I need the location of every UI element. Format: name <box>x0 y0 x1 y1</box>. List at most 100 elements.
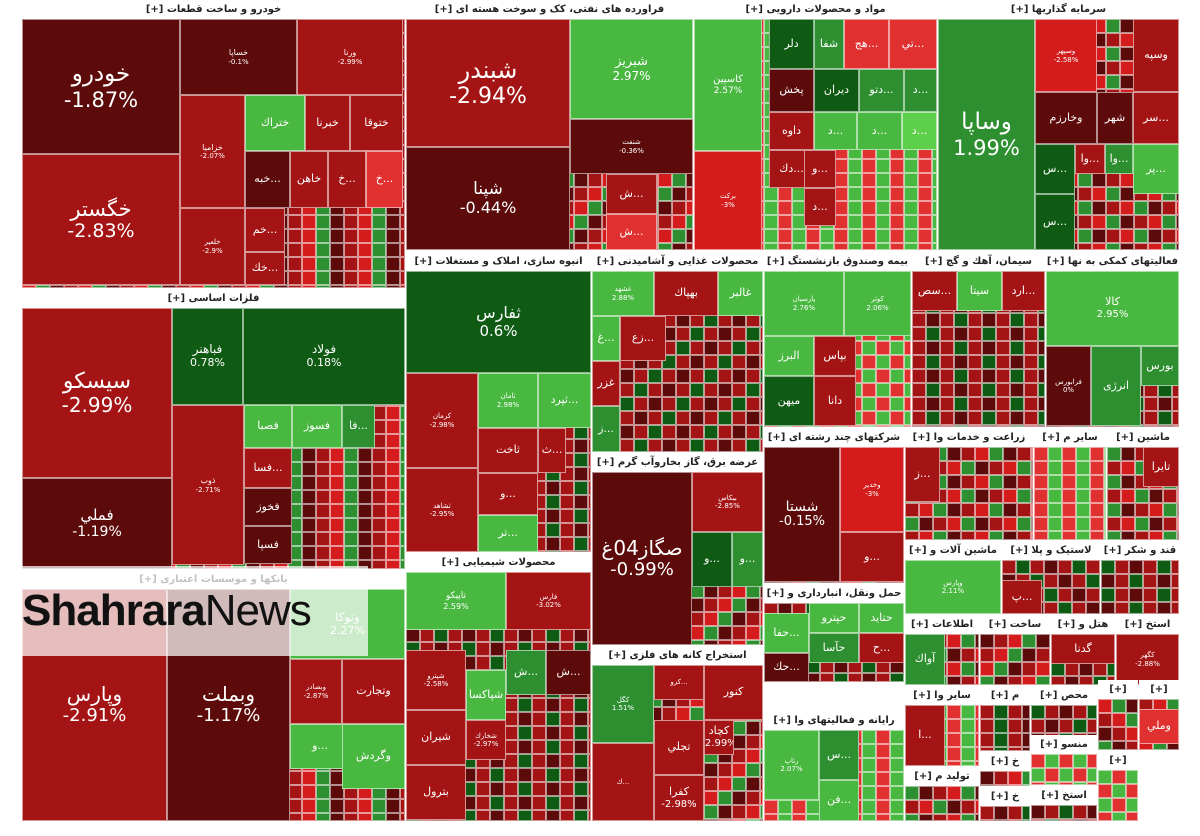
sector-header[interactable]: تولید م [+] <box>905 767 979 787</box>
stock-tile[interactable]: بپاس <box>814 336 856 376</box>
sector-36[interactable]: خ [+] <box>980 787 1030 821</box>
stock-tile[interactable]: شبندر -2.94% <box>406 19 570 147</box>
stock-tile[interactable]: ورنا -2.99% <box>297 19 403 95</box>
stock-tile[interactable]: ...ش <box>546 650 591 695</box>
stock-tile[interactable]: ...د <box>857 112 902 150</box>
stock-tile[interactable]: وسپه <box>1133 19 1179 92</box>
sector-header[interactable]: عرضه برق، گاز بخاروآب گرم [+] <box>592 453 763 473</box>
stock-tile[interactable]: غالبر <box>718 271 763 316</box>
stock-tile[interactable]: کوثر 2.06% <box>844 271 911 336</box>
sector-header[interactable]: م [+] <box>980 686 1030 706</box>
sector-35[interactable]: استخ [+] <box>1031 786 1097 821</box>
sector-header[interactable]: محصولات شیمیایی [+] <box>406 553 591 573</box>
sector-31[interactable]: [+] وملي <box>1139 680 1179 750</box>
stock-tile[interactable]: ختوقا <box>350 95 403 151</box>
sector-37[interactable]: [+] <box>1098 751 1138 821</box>
sector-header[interactable]: منسو [+] <box>1031 735 1097 755</box>
sector-header[interactable]: اطلاعات [+] <box>905 615 979 635</box>
stock-tile[interactable]: بورس <box>1141 346 1179 386</box>
sector-header[interactable]: قند و شکر [+] <box>1101 541 1179 561</box>
stock-tile[interactable]: ...فسا <box>244 448 292 488</box>
stock-tile[interactable]: شیران <box>406 710 466 765</box>
stock-tile[interactable]: ...د <box>902 112 937 150</box>
stock-tile[interactable]: ...پ <box>1002 580 1042 614</box>
sector-33[interactable]: تولید م [+] <box>905 767 979 821</box>
stock-tile[interactable]: ...کرو <box>654 665 704 700</box>
sector-header[interactable]: مواد و محصولات دارویی [+] <box>694 0 937 20</box>
stock-tile[interactable]: شبریز 2.97% <box>570 19 693 119</box>
stock-tile[interactable]: شپاکسا <box>466 670 506 720</box>
stock-tile[interactable]: خودرو -1.87% <box>22 19 180 154</box>
sector-header[interactable]: محصولات غذایی و آشامیدنی [+] <box>592 252 763 272</box>
stock-tile[interactable]: ...دتو <box>859 69 904 112</box>
stock-tile[interactable]: شستا -0.15% <box>764 447 840 582</box>
sector-11[interactable]: زراعت و خدمات وا [+] ...ز <box>905 428 1033 540</box>
sector-header[interactable]: فعالیتهای کمکی به نها [+] <box>1046 252 1179 272</box>
stock-tile[interactable]: کگل 1.51% <box>592 665 654 743</box>
sector-header[interactable]: هتل و [+] <box>1051 615 1115 635</box>
sector-header[interactable]: [+] <box>1139 680 1179 700</box>
sector-header[interactable]: بیمه وصندوق بازنشستگ [+] <box>764 252 911 272</box>
stock-tile[interactable]: دلر <box>769 19 814 69</box>
stock-tile[interactable]: گدنا <box>1051 634 1115 664</box>
stock-tile[interactable]: فصبا <box>244 405 292 448</box>
stock-tile[interactable]: ...و <box>290 724 350 769</box>
stock-tile[interactable]: ...ا <box>905 705 945 766</box>
stock-tile[interactable]: حآسا <box>809 633 859 663</box>
sector-header[interactable]: استخ [+] <box>1116 615 1179 635</box>
sector-header[interactable]: ماشین [+] <box>1107 428 1179 448</box>
sector-header[interactable]: زراعت و خدمات وا [+] <box>905 428 1033 448</box>
stock-tile[interactable]: ...سر <box>1133 92 1179 144</box>
sector-header[interactable]: خ [+] <box>980 752 1030 772</box>
stock-tile[interactable]: البرز <box>764 336 814 376</box>
sector-28[interactable]: م [+] <box>980 686 1030 751</box>
stock-tile[interactable]: ...س <box>1035 194 1075 250</box>
sector-header[interactable]: سایر وا [+] <box>905 686 979 706</box>
stock-tile[interactable]: ...ز <box>905 447 940 502</box>
sector-header[interactable]: سرمایه گذاریها [+] <box>938 0 1179 20</box>
sector-header[interactable]: شرکتهای چند رشته ای [+] <box>764 428 904 448</box>
stock-tile[interactable]: ...ز <box>592 406 620 452</box>
sector-header[interactable]: فراورده های نفتی، کک و سوخت هسته ای [+] <box>406 0 693 20</box>
sector-header[interactable]: ماشین آلات و [+] <box>905 541 1001 561</box>
stock-tile[interactable]: فسپا <box>244 526 292 564</box>
stock-tile[interactable]: سیتا <box>957 271 1002 311</box>
stock-tile[interactable]: کفرا -2.98% <box>654 775 704 821</box>
stock-tile[interactable]: ...ك <box>592 743 654 821</box>
stock-tile[interactable]: داوه <box>769 112 814 150</box>
sector-header[interactable]: سایر م [+] <box>1034 428 1106 448</box>
stock-tile[interactable]: ...د <box>804 188 836 226</box>
stock-tile[interactable]: کاسپین 2.57% <box>694 19 762 151</box>
stock-tile[interactable]: کالا 2.95% <box>1046 271 1179 346</box>
stock-tile[interactable]: وپارس 2.11% <box>905 560 1001 614</box>
stock-tile[interactable]: کنور <box>704 665 763 720</box>
stock-tile[interactable]: ...و <box>692 532 732 587</box>
stock-tile[interactable]: فسوز <box>292 405 342 448</box>
sector-23[interactable]: اطلاعات [+] آواك <box>905 615 979 685</box>
sector-7[interactable]: بیمه وصندوق بازنشستگ [+] پارسیان 2.76% کوثر… <box>764 252 911 427</box>
sector-24[interactable]: ساخت [+] <box>980 615 1050 685</box>
sector-17[interactable]: ماشین آلات و [+] وپارس 2.11% <box>905 541 1001 614</box>
sector-10[interactable]: شرکتهای چند رشته ای [+] شستا -0.15% وخدیر -3… <box>764 428 904 583</box>
stock-tile[interactable]: ...د <box>904 69 937 112</box>
stock-tile[interactable]: ...تر <box>478 515 538 552</box>
stock-tile[interactable]: ...س <box>1035 144 1075 194</box>
stock-tile[interactable]: ...وا <box>1075 144 1105 174</box>
stock-tile[interactable]: خبرنا <box>305 95 350 151</box>
stock-tile[interactable]: فارس -3.02% <box>506 572 591 630</box>
sector-21[interactable]: استخراج کانه های فلزی [+] کگل 1.51% ...کرو ک… <box>592 646 763 821</box>
stock-tile[interactable]: وملي <box>1139 709 1179 744</box>
stock-tile[interactable]: وخارزم <box>1035 92 1097 144</box>
stock-tile[interactable]: ...ح <box>859 633 904 663</box>
sector-19[interactable]: قند و شکر [+] <box>1101 541 1179 614</box>
stock-tile[interactable]: وخدیر -3% <box>840 447 904 532</box>
stock-tile[interactable]: حتاید <box>859 603 904 633</box>
stock-tile[interactable]: وگردش <box>342 724 405 789</box>
stock-tile[interactable]: ...فن <box>819 780 859 821</box>
stock-tile[interactable]: پارسیان 2.76% <box>764 271 844 336</box>
sector-header[interactable]: خودرو و ساخت قطعات [+] <box>22 0 405 20</box>
stock-tile[interactable]: ختراك <box>245 95 305 151</box>
sector-1[interactable]: فراورده های نفتی، کک و سوخت هسته ای [+] ش… <box>406 0 693 250</box>
stock-tile[interactable]: ...خبه <box>245 151 290 208</box>
stock-tile[interactable]: خاهن <box>290 151 328 208</box>
